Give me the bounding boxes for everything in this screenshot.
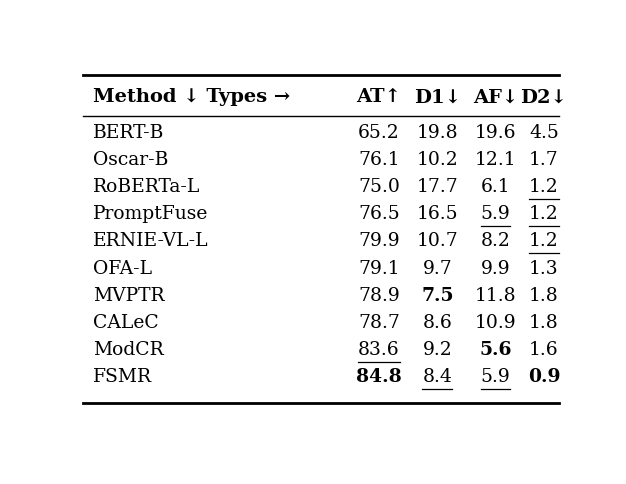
Text: 75.0: 75.0 [358, 178, 400, 196]
Text: 11.8: 11.8 [475, 287, 516, 305]
Text: 19.8: 19.8 [416, 123, 458, 142]
Text: 1.2: 1.2 [529, 178, 559, 196]
Text: 5.9: 5.9 [481, 205, 510, 223]
Text: PromptFuse: PromptFuse [93, 205, 208, 223]
Text: ModCR: ModCR [93, 341, 163, 359]
Text: 78.9: 78.9 [358, 287, 400, 305]
Text: 10.7: 10.7 [416, 232, 458, 250]
Text: 7.5: 7.5 [421, 287, 453, 305]
Text: 79.9: 79.9 [358, 232, 400, 250]
Text: D2↓: D2↓ [521, 88, 567, 106]
Text: 0.9: 0.9 [528, 368, 560, 386]
Text: 16.5: 16.5 [416, 205, 458, 223]
Text: 8.4: 8.4 [423, 368, 452, 386]
Text: 1.2: 1.2 [529, 205, 559, 223]
Text: RoBERTa-L: RoBERTa-L [93, 178, 200, 196]
Text: 8.2: 8.2 [481, 232, 510, 250]
Text: AF↓: AF↓ [473, 88, 518, 106]
Text: 4.5: 4.5 [529, 123, 559, 142]
Text: Method ↓ Types →: Method ↓ Types → [93, 88, 290, 106]
Text: 9.2: 9.2 [423, 341, 452, 359]
Text: 8.6: 8.6 [423, 314, 452, 332]
Text: 1.8: 1.8 [529, 314, 559, 332]
Text: AT↑: AT↑ [357, 88, 401, 106]
Text: OFA-L: OFA-L [93, 259, 152, 278]
Text: 5.6: 5.6 [480, 341, 511, 359]
Text: 1.7: 1.7 [529, 151, 559, 169]
Text: 1.3: 1.3 [529, 259, 559, 278]
Text: FSMR: FSMR [93, 368, 152, 386]
Text: 1.8: 1.8 [529, 287, 559, 305]
Text: 19.6: 19.6 [475, 123, 516, 142]
Text: CALeC: CALeC [93, 314, 158, 332]
Text: 83.6: 83.6 [358, 341, 400, 359]
Text: 79.1: 79.1 [358, 259, 400, 278]
Text: 12.1: 12.1 [475, 151, 516, 169]
Text: 9.9: 9.9 [481, 259, 510, 278]
Text: 84.8: 84.8 [356, 368, 402, 386]
Text: 76.1: 76.1 [358, 151, 400, 169]
Text: 9.7: 9.7 [423, 259, 452, 278]
Text: 65.2: 65.2 [358, 123, 400, 142]
Text: D1↓: D1↓ [414, 88, 461, 106]
Text: 10.9: 10.9 [475, 314, 516, 332]
Text: 78.7: 78.7 [358, 314, 400, 332]
Text: 5.9: 5.9 [481, 368, 510, 386]
Text: 76.5: 76.5 [358, 205, 400, 223]
Text: 1.6: 1.6 [529, 341, 559, 359]
Text: Oscar-B: Oscar-B [93, 151, 168, 169]
Text: 10.2: 10.2 [416, 151, 458, 169]
Text: 1.2: 1.2 [529, 232, 559, 250]
Text: 6.1: 6.1 [481, 178, 510, 196]
Text: ERNIE-VL-L: ERNIE-VL-L [93, 232, 208, 250]
Text: 17.7: 17.7 [416, 178, 458, 196]
Text: BERT-B: BERT-B [93, 123, 164, 142]
Text: MVPTR: MVPTR [93, 287, 165, 305]
